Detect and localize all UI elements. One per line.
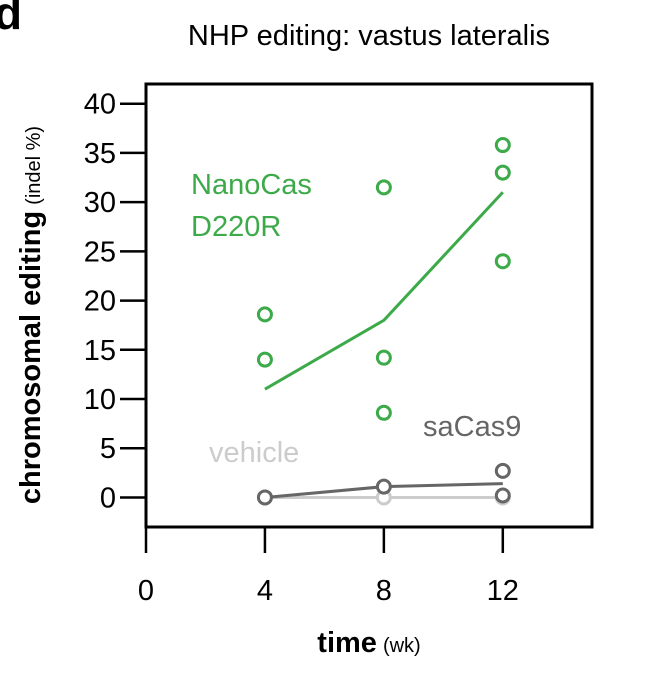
data-point-nanocas-d220r: [256, 351, 273, 368]
data-point-sacas9: [494, 462, 511, 479]
series-label-line: saCas9: [423, 411, 521, 443]
data-point-nanocas-d220r: [256, 306, 273, 323]
x-tick-label: 0: [138, 575, 154, 607]
series-label-line: NanoCas: [191, 169, 312, 201]
x-axis-label-unit: (wk): [383, 635, 421, 657]
y-tick-label: 35: [84, 138, 116, 170]
data-point-nanocas-d220r: [494, 137, 511, 154]
data-point-nanocas-d220r: [494, 164, 511, 181]
y-tick-label: 15: [84, 335, 116, 367]
y-tick-label: 20: [84, 286, 116, 318]
data-point-nanocas-d220r: [375, 179, 392, 196]
data-point-sacas9: [256, 489, 273, 506]
y-tick-label: 10: [84, 384, 116, 416]
plot-frame: [144, 82, 594, 529]
x-tick-label: 4: [257, 575, 273, 607]
data-point-sacas9: [494, 487, 511, 504]
series-label-nanocas-d220r: NanoCas D220R: [191, 169, 312, 243]
annotations: NanoCas D220R saCas9 vehicle: [191, 169, 521, 469]
data-point-nanocas-d220r: [375, 349, 392, 366]
y-tick-label: 40: [84, 89, 116, 121]
x-axis-label: time (wk): [317, 627, 420, 659]
series-label-vehicle: vehicle: [209, 437, 299, 469]
y-tick-label: 5: [100, 433, 116, 465]
chart-title: NHP editing: vastus lateralis: [187, 20, 551, 52]
y-axis-label-main: chromosomal editing: [15, 211, 47, 504]
series-line-nanocas-d220r: [264, 191, 504, 391]
y-tick-label: 30: [84, 187, 116, 219]
x-tick-label: 8: [376, 575, 392, 607]
series-label-sacas9: saCas9: [423, 411, 521, 443]
series-layer: [256, 137, 511, 506]
data-point-sacas9: [375, 478, 392, 495]
y-tick-label: 0: [100, 482, 116, 514]
series-label-line: D220R: [191, 211, 281, 243]
axes: 0 5 10 15 20 25 30 35 40 0 4 8 12 time (wk) chromosomal…: [15, 82, 594, 659]
y-tick-label: 25: [84, 236, 116, 268]
x-axis-label-main: time: [317, 627, 377, 659]
data-point-nanocas-d220r: [375, 404, 392, 421]
y-axis-label: chromosomal editing (indel %): [15, 126, 47, 504]
y-axis-label-unit: (indel %): [23, 126, 45, 205]
series-label-line: vehicle: [209, 437, 299, 469]
data-point-nanocas-d220r: [494, 253, 511, 270]
panel-letter: d: [0, 0, 23, 39]
x-tick-label: 12: [487, 575, 519, 607]
